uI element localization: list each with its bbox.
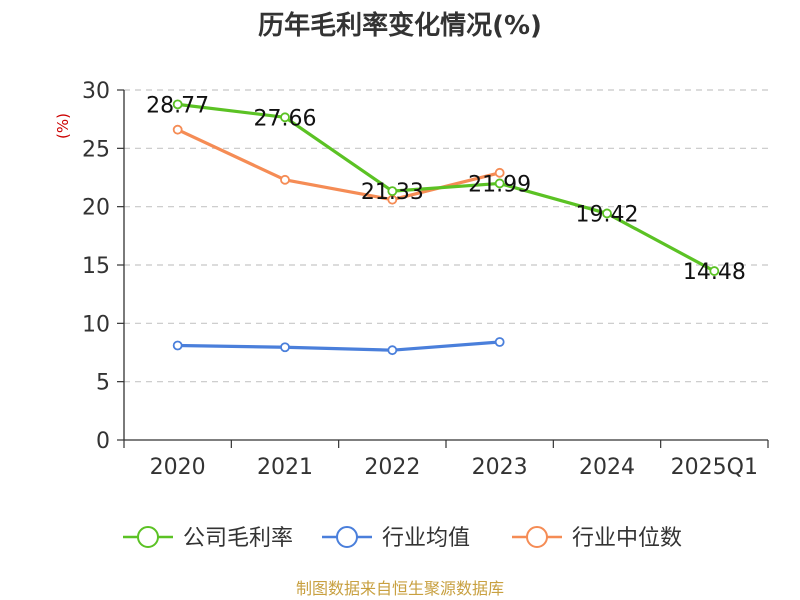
data-point	[387, 345, 398, 356]
data-label: 14.48	[683, 260, 746, 285]
y-tick-label: 0	[96, 429, 110, 454]
data-labels: 28.77 27.66 21.33 21.99 19.42 14.48	[146, 93, 746, 285]
y-tick-label: 30	[82, 79, 110, 104]
x-tick-label: 2020	[150, 455, 206, 480]
data-point	[172, 340, 183, 351]
legend-label: 行业均值	[382, 526, 470, 551]
axes: 0 5 10 15 20 25 30 2020 2021 2022 2023 2024 2025Q1	[82, 79, 769, 480]
x-tick-label: 2023	[472, 455, 528, 480]
data-label: 21.33	[361, 180, 424, 205]
series-line	[176, 102, 716, 273]
data-point	[602, 208, 612, 219]
data-point	[494, 167, 505, 178]
data-point	[387, 186, 398, 197]
data-point	[280, 112, 290, 123]
y-tick-label: 20	[82, 196, 110, 221]
x-tick-label: 2021	[257, 455, 313, 480]
legend-label: 公司毛利率	[183, 526, 293, 551]
data-label: 28.77	[146, 93, 209, 118]
data-point	[172, 124, 183, 135]
series-line	[176, 128, 502, 202]
gridlines	[124, 89, 768, 383]
data-point	[494, 178, 505, 189]
legend-label: 行业中位数	[572, 526, 682, 551]
data-label: 27.66	[254, 106, 317, 131]
y-tick-label: 5	[96, 371, 110, 396]
chart-title: 历年毛利率变化情况(%)	[258, 10, 542, 41]
series-line	[176, 340, 502, 352]
y-tick-label: 25	[82, 137, 110, 162]
x-tick-label: 2025Q1	[671, 455, 758, 480]
y-axis-label: (%)	[54, 113, 72, 139]
legend-swatch-marker	[336, 526, 358, 548]
y-tick-label: 15	[82, 254, 110, 279]
legend-swatch-marker	[137, 526, 159, 548]
source-note: 制图数据来自恒生聚源数据库	[296, 579, 504, 598]
legend: 公司毛利率 行业均值 行业中位数	[123, 526, 682, 551]
series-group	[172, 99, 720, 356]
x-tick-label: 2022	[364, 455, 420, 480]
data-point	[280, 174, 290, 185]
data-label: 19.42	[576, 202, 639, 227]
data-point	[494, 337, 505, 347]
data-point	[172, 99, 183, 110]
x-tick-label: 2024	[579, 455, 635, 480]
data-point	[709, 266, 720, 276]
data-point	[280, 342, 290, 353]
y-tick-label: 10	[82, 312, 110, 337]
legend-swatch-marker	[526, 526, 548, 548]
data-label: 21.99	[468, 172, 531, 197]
